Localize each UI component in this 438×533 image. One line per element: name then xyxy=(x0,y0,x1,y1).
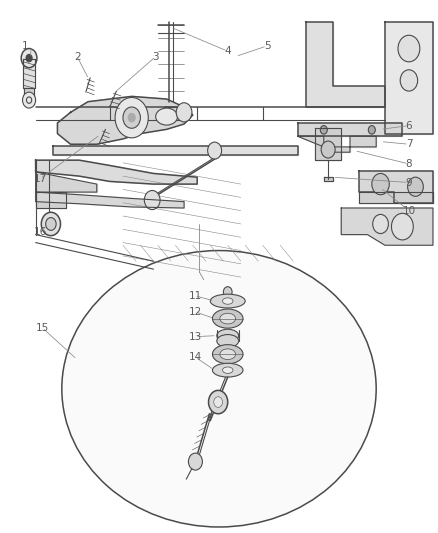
Ellipse shape xyxy=(62,251,376,527)
Circle shape xyxy=(321,141,335,158)
Circle shape xyxy=(123,107,141,128)
Circle shape xyxy=(128,114,135,122)
Text: 16: 16 xyxy=(33,227,46,237)
Text: 5: 5 xyxy=(264,41,270,51)
Ellipse shape xyxy=(223,367,233,373)
Ellipse shape xyxy=(217,329,239,342)
Circle shape xyxy=(208,142,222,159)
Ellipse shape xyxy=(220,349,236,360)
Text: 9: 9 xyxy=(406,177,412,188)
Circle shape xyxy=(21,49,37,68)
Ellipse shape xyxy=(212,364,243,377)
Circle shape xyxy=(176,103,192,122)
Text: 3: 3 xyxy=(152,52,159,61)
Polygon shape xyxy=(297,136,376,152)
Text: 1: 1 xyxy=(21,41,28,51)
Text: 2: 2 xyxy=(74,52,81,61)
Text: 14: 14 xyxy=(188,352,201,362)
Ellipse shape xyxy=(212,309,243,328)
Ellipse shape xyxy=(217,335,239,348)
Circle shape xyxy=(320,126,327,134)
Circle shape xyxy=(398,35,420,62)
Polygon shape xyxy=(341,208,433,245)
Polygon shape xyxy=(359,171,433,203)
Ellipse shape xyxy=(220,313,236,324)
Circle shape xyxy=(400,70,418,91)
Text: 8: 8 xyxy=(406,159,412,169)
Circle shape xyxy=(368,126,375,134)
Circle shape xyxy=(145,190,160,209)
Text: 15: 15 xyxy=(35,322,49,333)
Text: 12: 12 xyxy=(188,306,201,317)
Polygon shape xyxy=(57,96,193,144)
Circle shape xyxy=(408,177,424,196)
Ellipse shape xyxy=(210,294,245,308)
Polygon shape xyxy=(164,107,177,118)
Polygon shape xyxy=(385,22,433,134)
Polygon shape xyxy=(297,123,403,136)
Circle shape xyxy=(46,217,56,230)
Text: 17: 17 xyxy=(33,174,46,184)
Ellipse shape xyxy=(155,108,177,125)
Circle shape xyxy=(392,213,413,240)
Polygon shape xyxy=(306,22,385,107)
Circle shape xyxy=(223,287,232,297)
Text: 4: 4 xyxy=(224,46,231,56)
Polygon shape xyxy=(24,88,34,96)
Polygon shape xyxy=(315,128,341,160)
Polygon shape xyxy=(162,107,179,119)
Polygon shape xyxy=(359,192,433,203)
Text: 10: 10 xyxy=(403,206,416,216)
Circle shape xyxy=(115,98,148,138)
Text: 11: 11 xyxy=(188,290,201,301)
Circle shape xyxy=(208,390,228,414)
Text: 13: 13 xyxy=(188,332,201,342)
Polygon shape xyxy=(35,160,197,184)
Text: 7: 7 xyxy=(406,139,412,149)
Polygon shape xyxy=(35,192,184,208)
Circle shape xyxy=(373,214,389,233)
Polygon shape xyxy=(324,177,332,181)
Polygon shape xyxy=(23,59,35,88)
Polygon shape xyxy=(35,192,66,208)
Circle shape xyxy=(41,212,60,236)
Ellipse shape xyxy=(212,345,243,364)
Polygon shape xyxy=(35,172,97,192)
Ellipse shape xyxy=(223,298,233,304)
Circle shape xyxy=(372,173,389,195)
Text: 6: 6 xyxy=(406,120,412,131)
Circle shape xyxy=(26,54,32,62)
Circle shape xyxy=(214,397,223,407)
Circle shape xyxy=(22,92,35,108)
Circle shape xyxy=(188,453,202,470)
Polygon shape xyxy=(53,147,297,155)
